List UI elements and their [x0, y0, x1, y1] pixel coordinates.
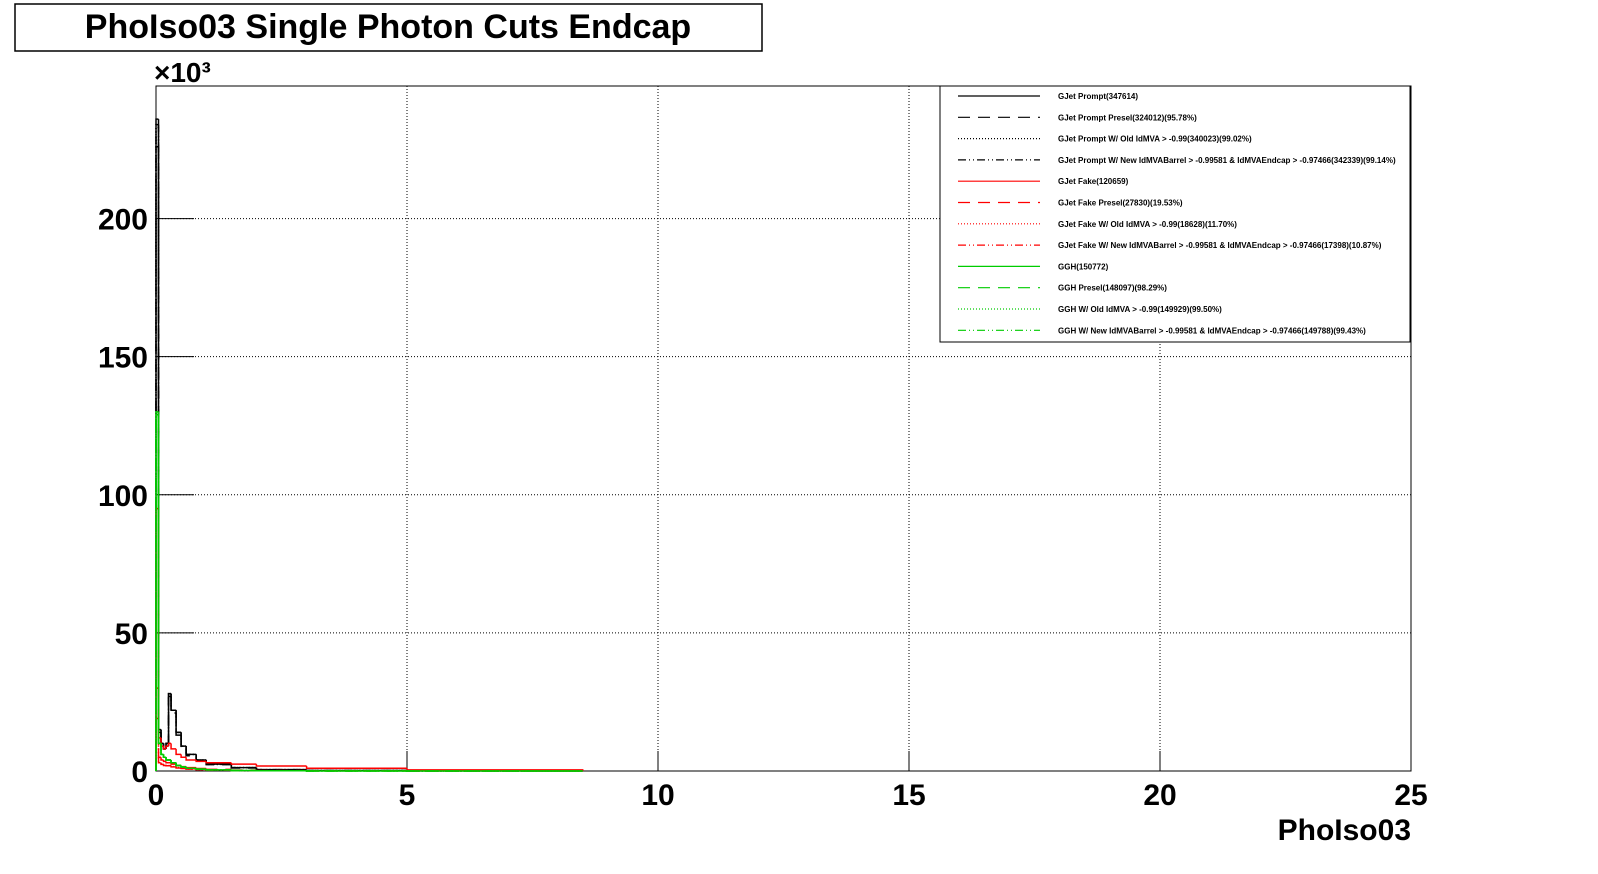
histogram-step [175, 710, 182, 734]
histogram-step [185, 746, 197, 756]
x-tick-label: 20 [1143, 779, 1176, 812]
histogram-step [195, 759, 207, 763]
histogram-step [180, 767, 187, 770]
legend-label: GJet Fake W/ New IdMVABarrel > -0.99581 … [1058, 241, 1382, 250]
histogram-step [170, 743, 177, 750]
histogram-step [170, 693, 177, 711]
histogram-step [180, 754, 187, 758]
histogram-step [195, 754, 207, 761]
legend-label: GJet Prompt W/ New IdMVABarrel > -0.9958… [1058, 156, 1396, 165]
y-scale-label: ×10³ [154, 57, 211, 88]
histogram-step [175, 712, 182, 736]
histogram-step [170, 693, 177, 711]
histogram-step [230, 762, 257, 765]
y-tick-label: 200 [98, 204, 148, 237]
histogram-step [167, 692, 172, 744]
histogram-step [167, 692, 172, 744]
histogram-step [305, 766, 407, 769]
histogram-step [230, 764, 257, 769]
histogram-step [157, 414, 162, 745]
legend-label: GJet Prompt Presel(324012)(95.78%) [1058, 113, 1197, 122]
histogram-step [165, 745, 169, 749]
histogram-step [185, 746, 197, 756]
histogram-step [205, 761, 232, 764]
y-tick-label: 50 [115, 618, 148, 651]
histogram-step [180, 732, 187, 747]
histogram-step [157, 718, 162, 764]
legend-label: GJet Prompt(347614) [1058, 92, 1138, 101]
x-tick-label: 25 [1394, 779, 1427, 812]
histogram-step [185, 746, 197, 756]
histogram-step [185, 766, 197, 769]
histogram-step [175, 710, 182, 734]
histogram-step [205, 769, 232, 771]
histogram-step [180, 765, 187, 768]
x-tick-label: 10 [641, 779, 674, 812]
legend-label: GJet Fake(120659) [1058, 177, 1129, 186]
legend-label: GGH(150772) [1058, 262, 1109, 271]
histogram-step [175, 766, 182, 769]
histogram-step [255, 764, 307, 767]
y-tick-label: 100 [98, 480, 148, 513]
histogram-step [175, 762, 182, 767]
legend-label: GJet Fake W/ Old IdMVA > -0.99(18628)(11… [1058, 220, 1237, 229]
histogram-step [195, 768, 207, 770]
x-tick-label: 15 [892, 779, 925, 812]
legend-box [939, 85, 1411, 343]
histogram-step [170, 693, 177, 711]
histogram-step [165, 757, 169, 761]
histogram-step [180, 732, 187, 747]
legend-label: GGH W/ Old IdMVA > -0.99(149929)(99.50%) [1058, 305, 1222, 314]
histogram-step [162, 754, 167, 758]
histogram-step [162, 764, 167, 767]
histogram-step [185, 757, 197, 761]
histogram-step [162, 759, 167, 763]
histogram-step [180, 732, 187, 747]
x-tick-label: 5 [399, 779, 416, 812]
histogram-step [157, 127, 162, 731]
histogram-step [162, 746, 167, 750]
histogram-step [167, 742, 172, 747]
chart-title: PhoIso03 Single Photon Cuts Endcap [85, 8, 691, 46]
histogram-step [155, 413, 159, 771]
legend-label: GGH Presel(148097)(98.29%) [1058, 284, 1167, 293]
histogram-step [195, 754, 207, 761]
histogram-step [170, 759, 177, 764]
histogram-step [230, 769, 257, 772]
histogram-step [170, 765, 177, 768]
histogram-step [160, 762, 164, 766]
histogram-step [175, 748, 182, 756]
histogram-step [155, 126, 159, 771]
legend-label: GGH W/ New IdMVABarrel > -0.99581 & IdMV… [1058, 326, 1366, 335]
histogram-step [160, 743, 164, 756]
histogram-step [165, 761, 169, 764]
histogram-step [170, 696, 177, 714]
legend-label: GJet Fake Presel(27830)(19.53%) [1058, 199, 1183, 208]
title-box [14, 3, 763, 52]
histogram-step [195, 754, 207, 761]
x-tick-label: 0 [148, 779, 165, 812]
histogram-step [160, 729, 164, 745]
y-tick-label: 0 [131, 756, 148, 789]
legend-label: GJet Prompt W/ Old IdMVA > -0.99(340023)… [1058, 135, 1252, 144]
y-tick-label: 150 [98, 342, 148, 375]
histogram-step [160, 757, 164, 761]
histogram-step [175, 710, 182, 734]
legend: GJet Prompt(347614) GJet Prompt Presel(32… [939, 85, 1411, 343]
x-axis-label: PhoIso03 [1278, 814, 1411, 847]
histogram-step [167, 695, 172, 747]
